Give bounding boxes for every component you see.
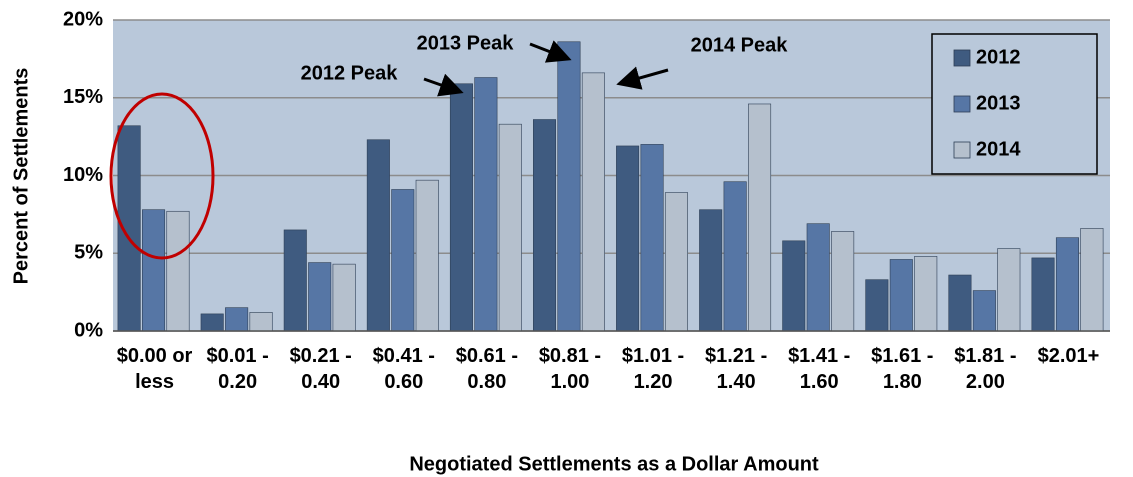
bar bbox=[498, 123, 522, 332]
bar bbox=[308, 262, 332, 332]
legend-label: 2012 bbox=[976, 46, 1021, 68]
bar bbox=[997, 248, 1021, 332]
x-tick-label: $0.21 - 0.40 bbox=[289, 345, 352, 393]
bar bbox=[249, 312, 273, 332]
bar bbox=[366, 139, 390, 332]
legend-swatch bbox=[953, 49, 971, 67]
x-tick-label: $0.00 or less bbox=[116, 345, 193, 393]
y-tick-label: 10% bbox=[63, 164, 103, 186]
bar bbox=[972, 290, 996, 332]
bar bbox=[806, 223, 830, 332]
x-tick-label: $0.61 - 0.80 bbox=[455, 345, 518, 393]
x-tick-label: $1.21 - 1.40 bbox=[704, 345, 768, 393]
bar bbox=[581, 72, 605, 332]
bar bbox=[474, 77, 498, 332]
y-tick-label: 15% bbox=[63, 86, 103, 108]
annotation-arrow bbox=[616, 66, 669, 90]
x-tick-label: $1.01 - 1.20 bbox=[621, 345, 685, 393]
bar bbox=[391, 189, 415, 332]
x-tick-label: $1.41 - 1.60 bbox=[788, 345, 851, 393]
x-tick-label: $0.41 - 0.60 bbox=[372, 345, 435, 393]
bar bbox=[865, 279, 889, 332]
bar bbox=[699, 209, 723, 332]
annotation-arrow bbox=[423, 73, 464, 97]
bar bbox=[782, 240, 806, 332]
bar bbox=[889, 259, 913, 332]
bar bbox=[449, 83, 473, 332]
x-tick-label: $0.81 - 1.00 bbox=[538, 345, 602, 393]
annotation-arrow bbox=[529, 40, 572, 63]
bar bbox=[831, 231, 855, 332]
bar bbox=[640, 144, 664, 332]
bar bbox=[142, 209, 166, 332]
bar bbox=[332, 263, 356, 332]
legend-swatch bbox=[953, 141, 971, 159]
bar bbox=[557, 41, 581, 332]
annotation: 2012 Peak bbox=[301, 62, 399, 84]
bar bbox=[1031, 257, 1055, 332]
y-tick-label: 0% bbox=[74, 319, 103, 341]
bar bbox=[166, 210, 190, 332]
bar bbox=[723, 181, 747, 332]
annotation: 2014 Peak bbox=[691, 34, 789, 56]
x-tick-label: $2.01+ bbox=[1037, 345, 1100, 367]
bar bbox=[748, 103, 772, 332]
bar bbox=[415, 179, 439, 332]
x-tick-label: $0.01 - 0.20 bbox=[206, 345, 269, 393]
x-tick-label: $1.61 - 1.80 bbox=[871, 345, 934, 393]
bar bbox=[616, 145, 640, 332]
highlight-ellipse bbox=[109, 92, 215, 260]
x-tick-label: $1.81 - 2.00 bbox=[954, 345, 1017, 393]
bar bbox=[225, 307, 249, 332]
bar bbox=[914, 256, 938, 332]
y-tick-label: 5% bbox=[74, 242, 103, 264]
y-axis-title: Percent of Settlements bbox=[10, 68, 32, 285]
x-axis-title: Negotiated Settlements as a Dollar Amoun… bbox=[409, 453, 819, 475]
bar bbox=[664, 192, 688, 332]
annotation: 2013 Peak bbox=[417, 32, 515, 54]
legend-label: 2014 bbox=[976, 138, 1021, 160]
bar bbox=[948, 274, 972, 332]
legend-label: 2013 bbox=[976, 92, 1021, 114]
bar bbox=[533, 119, 557, 332]
bar bbox=[1055, 237, 1079, 332]
bar bbox=[200, 313, 224, 332]
bar bbox=[1080, 228, 1104, 332]
bar bbox=[283, 229, 307, 332]
y-tick-label: 20% bbox=[63, 8, 103, 30]
legend-swatch bbox=[953, 95, 971, 113]
